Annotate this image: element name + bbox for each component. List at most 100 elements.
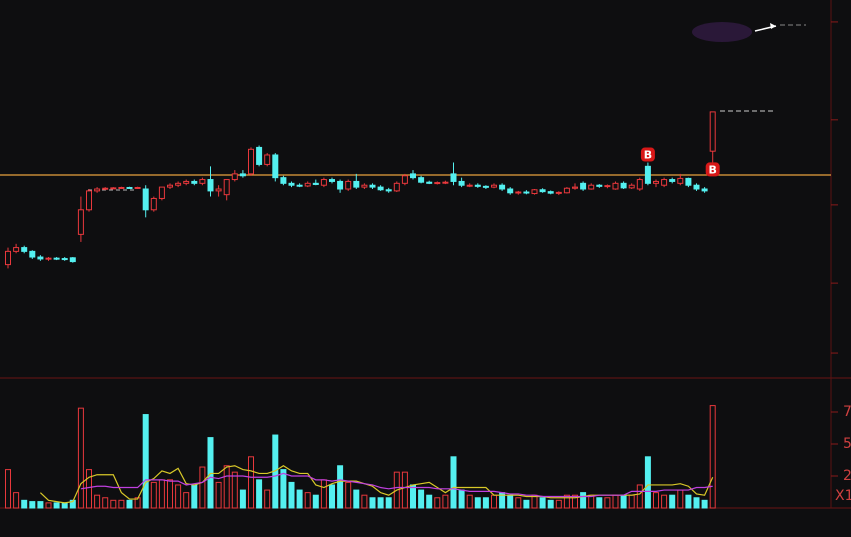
volume-bar xyxy=(644,456,651,509)
volume-bar xyxy=(653,492,659,509)
signal-badge xyxy=(705,162,720,177)
volume-bar xyxy=(385,497,392,509)
volume-bar xyxy=(709,405,716,509)
candle-body xyxy=(256,146,263,165)
candle-body xyxy=(264,154,271,165)
volume-bar xyxy=(685,494,692,509)
candle-body xyxy=(620,182,627,189)
volume-bar xyxy=(150,481,157,509)
candle-body xyxy=(280,177,287,184)
candle-body xyxy=(5,250,11,266)
volume-bar xyxy=(661,494,668,509)
candle-body xyxy=(628,184,635,189)
candle-body xyxy=(361,184,368,188)
volume-bar xyxy=(531,494,538,509)
candle-body xyxy=(450,173,457,182)
candle-body xyxy=(426,181,433,184)
volume-bar xyxy=(158,479,165,509)
candle-body xyxy=(175,182,182,186)
candle-body xyxy=(296,184,303,187)
volume-bar xyxy=(312,494,319,509)
volume-bar xyxy=(175,484,182,509)
arrow-head xyxy=(770,23,776,29)
candle-body xyxy=(555,191,562,194)
volume-bar xyxy=(507,494,514,509)
signal-label: B xyxy=(709,163,717,176)
candle-body xyxy=(183,180,190,184)
candle-body xyxy=(474,184,481,187)
candle-body xyxy=(53,257,60,260)
candle-body xyxy=(21,247,28,252)
candle-body xyxy=(29,250,36,258)
volume-bar xyxy=(248,456,254,509)
candle-body xyxy=(320,179,327,186)
volume-unit: X1 xyxy=(835,488,851,504)
candle-body xyxy=(158,186,165,199)
candle-body xyxy=(329,179,335,182)
volume-bar xyxy=(353,489,360,509)
candle-body xyxy=(482,185,489,188)
volume-bar xyxy=(53,502,60,509)
candle-body xyxy=(572,186,578,189)
candle-body xyxy=(134,186,141,189)
volume-bar xyxy=(142,414,149,509)
volume-bar xyxy=(491,494,497,509)
candle-body xyxy=(215,188,222,192)
volume-bar xyxy=(77,407,84,509)
candle-body xyxy=(491,184,497,188)
volume-bar xyxy=(102,497,109,509)
candle-body xyxy=(61,258,68,261)
candle-body xyxy=(69,257,76,263)
volume-bar xyxy=(199,466,206,509)
candle-body xyxy=(102,187,109,190)
volume-bar xyxy=(401,471,408,509)
candle-body xyxy=(499,184,506,190)
volume-bar xyxy=(239,489,246,509)
volume-bar xyxy=(126,499,133,509)
candle-body xyxy=(385,189,392,192)
candle-body xyxy=(312,182,319,185)
candle-body xyxy=(345,180,352,190)
volume-bar xyxy=(110,499,117,509)
volume-bar xyxy=(280,469,287,509)
candle-body xyxy=(466,184,473,187)
candle-body xyxy=(677,177,684,184)
candle-body xyxy=(191,180,198,184)
candle-body xyxy=(13,247,20,252)
volume-bar xyxy=(37,501,44,509)
volume-bar xyxy=(596,497,603,509)
candle-body xyxy=(604,185,611,188)
candle-body xyxy=(86,190,92,211)
volume-bar xyxy=(256,479,263,509)
volume-bar xyxy=(167,479,173,509)
candle-body xyxy=(77,209,84,235)
volume-bar xyxy=(434,497,441,509)
candle-body xyxy=(199,179,206,184)
volume-bar xyxy=(361,494,368,509)
candle-body xyxy=(223,179,230,196)
volume-bar xyxy=(547,499,554,509)
candle-body xyxy=(239,173,246,177)
candle-body xyxy=(288,182,295,186)
signal-label: B xyxy=(644,149,652,162)
candle-body xyxy=(401,175,408,184)
candle-body xyxy=(231,173,238,181)
volume-bar xyxy=(288,481,295,509)
candle-body xyxy=(644,165,651,184)
volume-bar xyxy=(13,492,20,509)
candle-body xyxy=(369,184,376,188)
candle-body xyxy=(580,182,587,190)
volume-bar xyxy=(21,499,28,509)
volume-tick-label: 7 xyxy=(843,404,851,420)
volume-bar xyxy=(418,489,425,509)
volume-ma-line xyxy=(80,472,713,498)
candle-body xyxy=(126,186,133,189)
candle-body xyxy=(507,188,514,194)
candle-body xyxy=(434,182,441,185)
volume-bar xyxy=(466,494,473,509)
candle-body xyxy=(442,181,449,184)
candle-body xyxy=(94,188,101,192)
volume-bar xyxy=(523,499,530,509)
